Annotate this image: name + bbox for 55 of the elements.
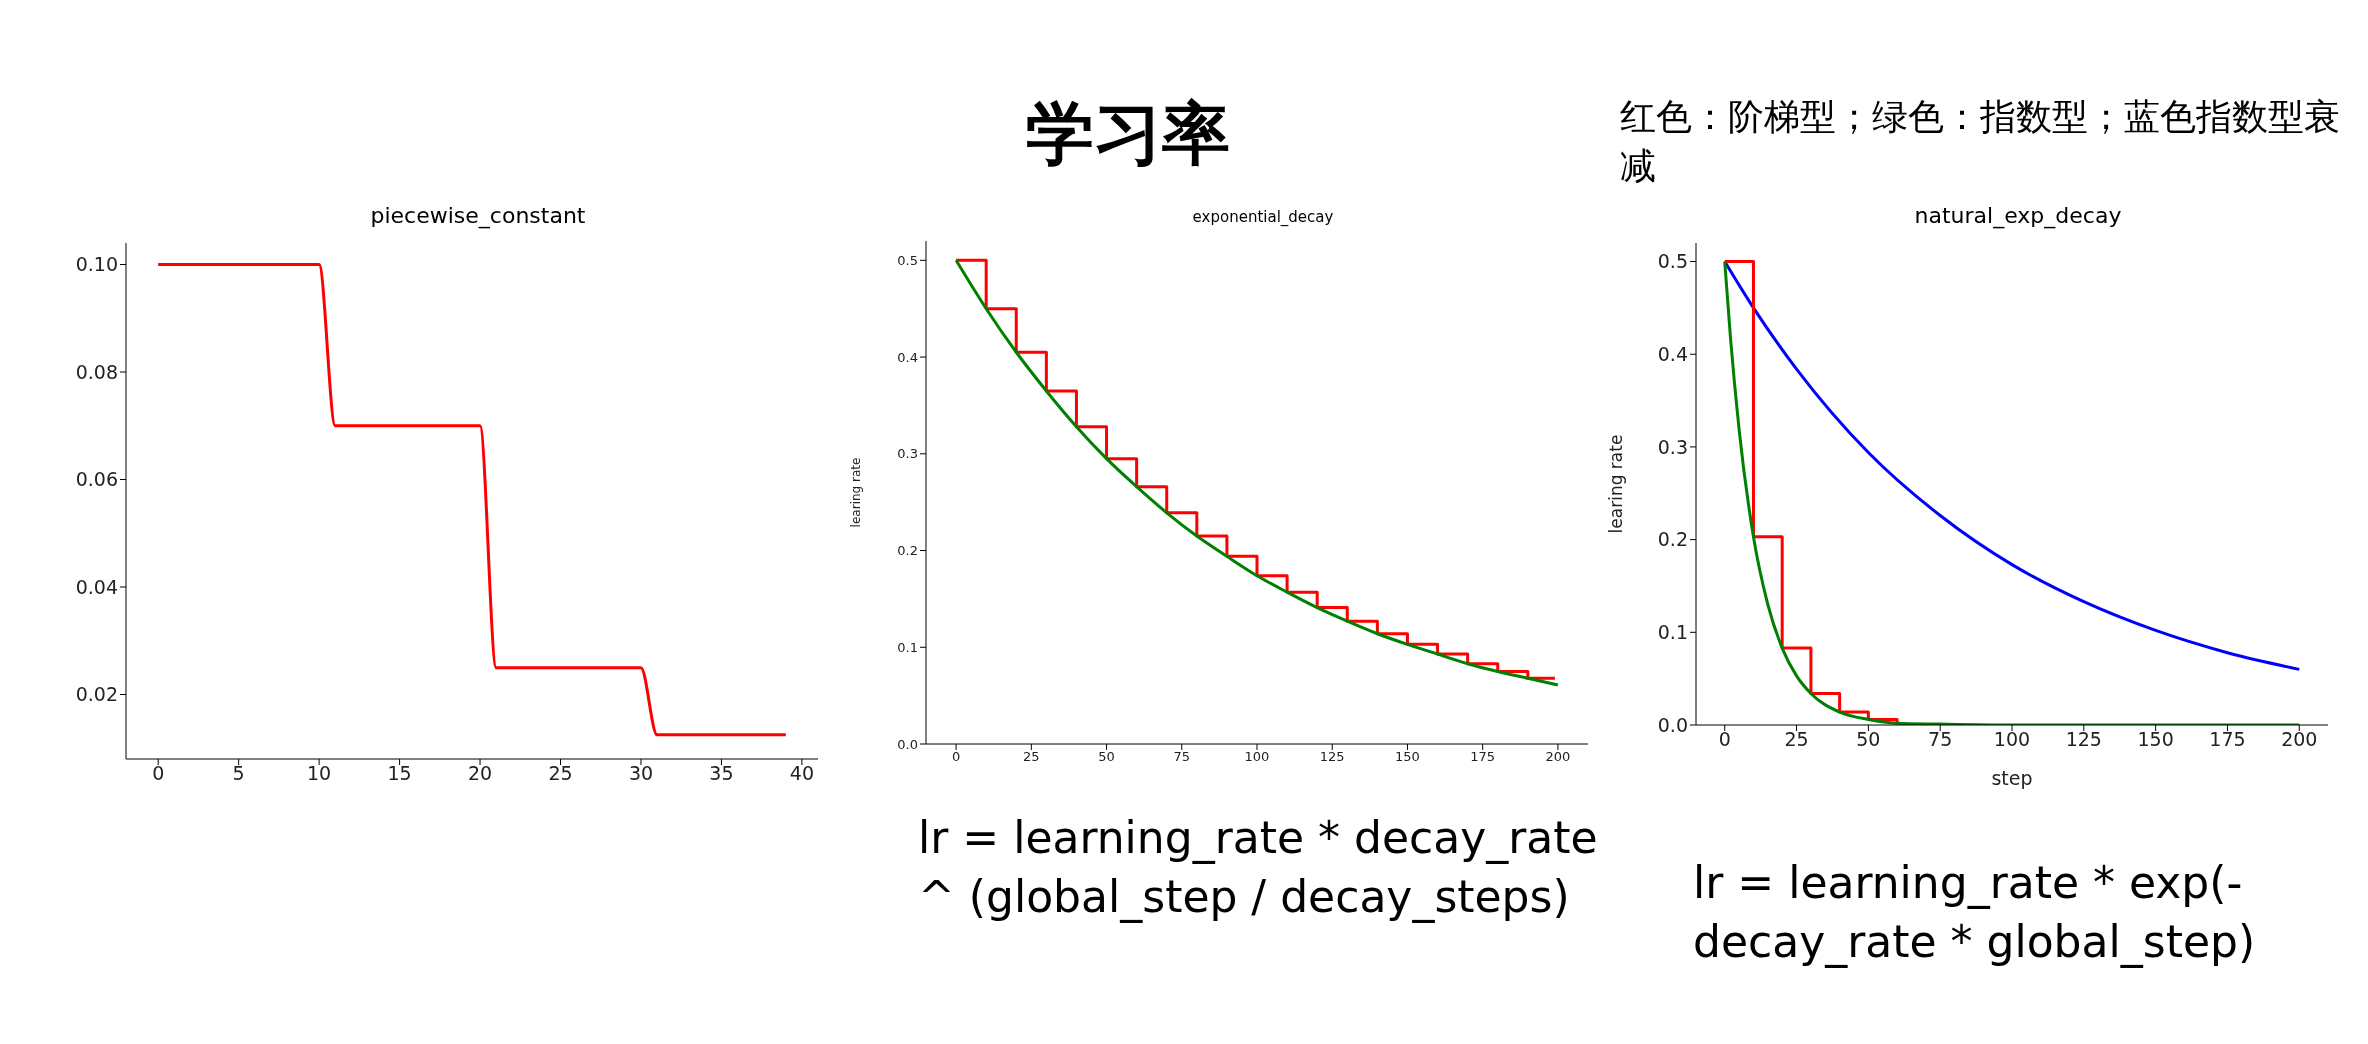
x-axis-title: step — [1991, 767, 2033, 789]
x-tick-label: 200 — [2281, 728, 2318, 751]
x-tick-label: 0 — [1718, 728, 1731, 751]
x-tick-label: 10 — [307, 762, 332, 785]
text: 学习率 — [1025, 93, 1231, 175]
y-tick-label: 0.04 — [75, 575, 118, 598]
text: 红色：阶梯型；绿色：指数型；蓝色指数型衰减 — [1620, 95, 2340, 188]
y-tick-label: 0.4 — [897, 349, 918, 365]
chart-title: piecewise_constant — [369, 203, 587, 231]
y-tick-label: 0.2 — [897, 543, 918, 559]
x-tick-label: 50 — [1856, 728, 1881, 751]
text: lr = learning_rate * decay_rate ^ (global_step / decay_steps) — [918, 811, 1598, 925]
x-tick-label: 75 — [1173, 749, 1191, 765]
y-tick-label: 0.1 — [1657, 621, 1688, 644]
y-tick-label: 0.0 — [1657, 713, 1688, 736]
line-series — [156, 263, 788, 737]
y-tick-label: 0.02 — [75, 683, 118, 706]
y-axis-title: learing rate — [1606, 434, 1627, 534]
x-tick-label: 0 — [951, 749, 961, 765]
x-tick-label: 175 — [2209, 728, 2246, 751]
x-tick-label: 175 — [1470, 749, 1496, 765]
y-tick-label: 0.0 — [897, 736, 918, 752]
x-tick-label: 150 — [1395, 749, 1420, 765]
x-tick-label: 20 — [467, 762, 493, 785]
x-tick-label: 100 — [1244, 749, 1270, 765]
y-tick-label: 0.5 — [897, 252, 918, 268]
x-tick-label: 25 — [1784, 728, 1809, 751]
x-tick-label: 150 — [2137, 728, 2174, 751]
x-tick-label: 200 — [1545, 749, 1571, 765]
y-tick-label: 0.3 — [1657, 435, 1688, 458]
x-tick-label: 25 — [1023, 749, 1040, 765]
y-tick-label: 0.08 — [75, 360, 118, 383]
x-tick-label: 0 — [152, 762, 165, 785]
x-tick-label: 125 — [1319, 749, 1345, 765]
y-tick-label: 0.4 — [1657, 342, 1688, 365]
y-tick-label: 0.1 — [897, 639, 918, 655]
y-tick-label: 0.3 — [897, 446, 918, 462]
x-tick-label: 25 — [548, 762, 573, 785]
text: lr = learning_rate * exp(-decay_rate * global_step) — [1693, 856, 2257, 970]
y-tick-label: 0.2 — [1657, 528, 1688, 551]
y-tick-label: 0.06 — [75, 468, 118, 491]
x-tick-label: 30 — [628, 762, 654, 785]
chart-title: natural_exp_decay — [1913, 203, 2123, 231]
x-tick-label: 15 — [387, 762, 412, 785]
x-tick-label: 125 — [2065, 728, 2102, 751]
x-tick-label: 5 — [232, 762, 245, 785]
y-tick-label: 0.10 — [75, 253, 118, 276]
x-tick-label: 50 — [1098, 749, 1115, 765]
chart-title: exponential_decay — [1191, 208, 1335, 228]
x-tick-label: 35 — [709, 762, 734, 785]
y-tick-label: 0.5 — [1657, 250, 1688, 273]
x-tick-label: 100 — [1993, 728, 2031, 751]
y-axis-title: learing rate — [849, 457, 864, 528]
x-tick-label: 75 — [1928, 728, 1953, 751]
x-tick-label: 40 — [789, 762, 814, 785]
